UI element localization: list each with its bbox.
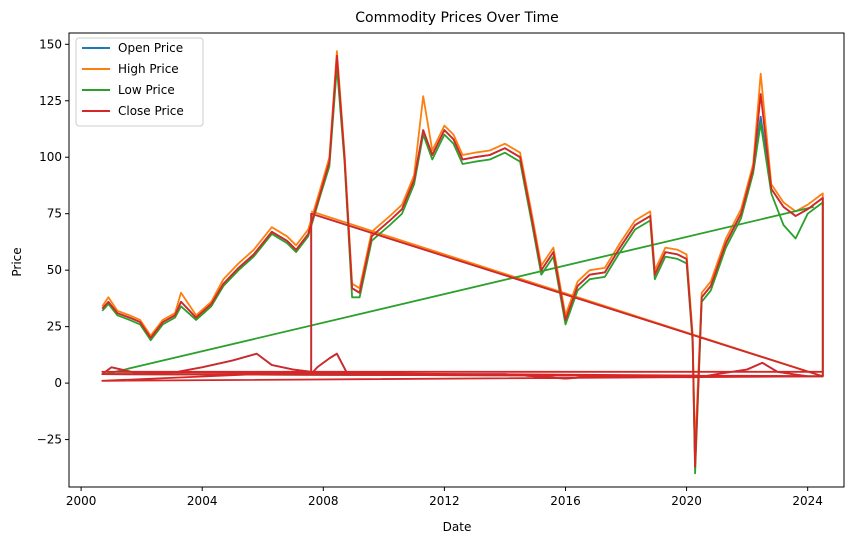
plot-frame [68, 32, 845, 488]
series-line-high-price [101, 50, 824, 452]
y-axis: −25 0 25 50 75 100 125 150 [37, 37, 69, 447]
y-tick-label: 75 [47, 207, 62, 221]
x-tick-label: 2012 [429, 494, 460, 508]
x-tick-label: 2024 [792, 494, 823, 508]
x-tick-label: 2016 [550, 494, 581, 508]
legend-label: High Price [118, 62, 179, 76]
x-axis-title: Date [443, 520, 472, 534]
y-tick-label: 25 [47, 320, 62, 334]
y-tick-label: 0 [54, 376, 62, 390]
y-tick-label: 50 [47, 263, 62, 277]
plot-area [101, 50, 824, 475]
x-tick-label: 2020 [671, 494, 702, 508]
x-tick-label: 2008 [308, 494, 339, 508]
x-tick-label: 2004 [187, 494, 218, 508]
y-tick-label: 150 [39, 37, 62, 51]
series-line-low-price [101, 66, 824, 475]
legend-label: Close Price [118, 104, 184, 118]
y-tick-label: −25 [37, 433, 62, 447]
y-axis-title: Price [10, 247, 24, 276]
x-axis: 2000 2004 2008 2012 2016 2020 2024 [66, 487, 823, 508]
legend: Open Price High Price Low Price Close Price [75, 37, 204, 127]
legend-label: Low Price [118, 83, 175, 97]
chart-title: Commodity Prices Over Time [355, 10, 558, 26]
legend-label: Open Price [118, 41, 183, 55]
legend-box [75, 37, 204, 127]
y-tick-label: 100 [39, 150, 62, 164]
y-tick-label: 125 [39, 94, 62, 108]
series-line-close-price [101, 54, 824, 468]
x-tick-label: 2000 [66, 494, 97, 508]
